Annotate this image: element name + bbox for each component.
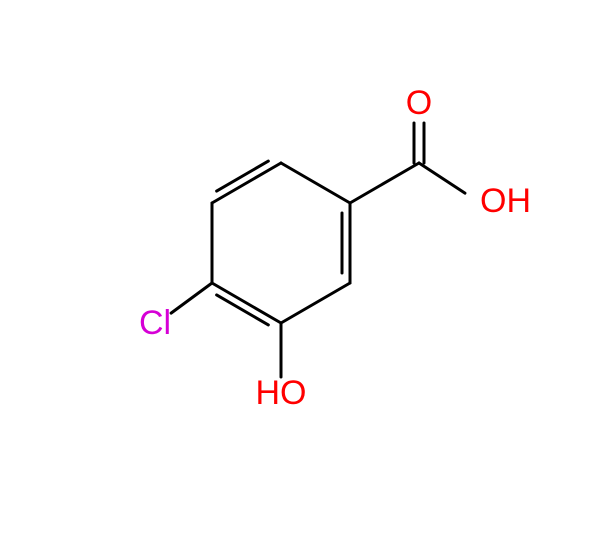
atom-label-oh: HO xyxy=(256,374,307,412)
atom-label-cl: Cl xyxy=(139,304,171,342)
atom-label-o9: OH xyxy=(480,182,531,220)
bonds-layer xyxy=(171,123,465,377)
atom-label-o8: O xyxy=(406,84,432,122)
molecule-canvas: O OH Cl HO xyxy=(0,0,589,543)
atoms-layer: O OH Cl HO xyxy=(139,84,531,412)
